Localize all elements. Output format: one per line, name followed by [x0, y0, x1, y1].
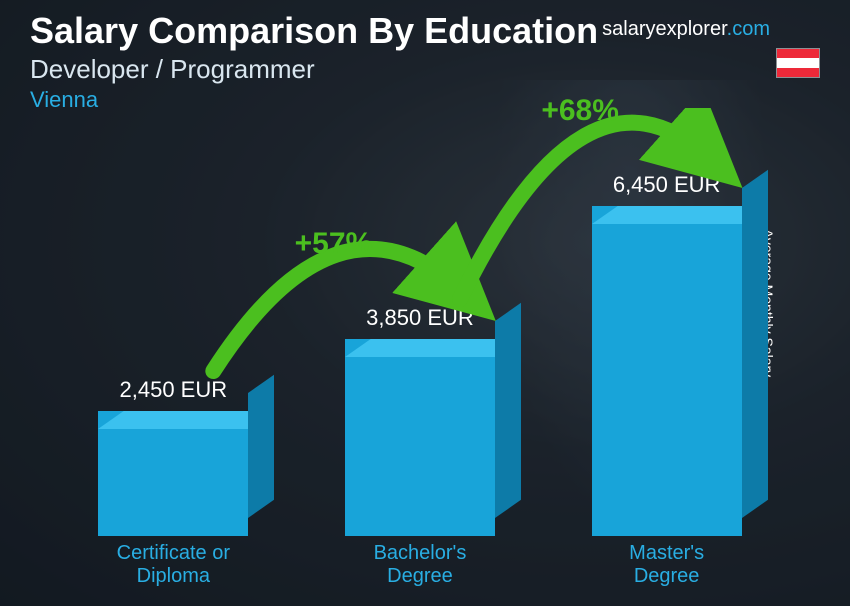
bar-front-face: [592, 206, 742, 536]
bar-3d: [345, 339, 495, 536]
bar-chart: 2,450 EUR 3,850 EUR 6,450 EUR Certificate …: [50, 108, 790, 588]
increase-pct-label: +57%: [295, 227, 373, 261]
bar-side-face: [248, 375, 274, 518]
flag-stripe-top: [777, 49, 819, 58]
flag-stripe-mid: [777, 58, 819, 67]
bar-column: 3,850 EUR: [297, 305, 543, 536]
bar-3d: [592, 206, 742, 536]
flag-stripe-bot: [777, 68, 819, 77]
bar-value-label: 6,450 EUR: [613, 172, 721, 198]
xaxis-label: Master'sDegree: [543, 542, 789, 588]
increase-pct-label: +68%: [541, 94, 619, 128]
bar-value-label: 3,850 EUR: [366, 305, 474, 331]
chart-subtitle: Developer / Programmer: [30, 54, 598, 85]
xaxis-labels: Certificate orDiplomaBachelor'sDegreeMas…: [50, 542, 790, 588]
brand-name: salaryexplorer: [602, 18, 727, 40]
brand-label: salaryexplorer.com: [602, 18, 770, 41]
flag-austria: [776, 48, 820, 78]
header-block: Salary Comparison By Education Developer…: [30, 10, 598, 113]
bar-value-label: 2,450 EUR: [120, 377, 228, 403]
bar-3d: [98, 411, 248, 536]
bar-front-face: [345, 339, 495, 536]
xaxis-label: Bachelor'sDegree: [297, 542, 543, 588]
chart-title: Salary Comparison By Education: [30, 10, 598, 52]
brand-suffix: .com: [727, 18, 770, 40]
xaxis-label: Certificate orDiploma: [50, 542, 296, 588]
bar-side-face: [495, 303, 521, 518]
content-layer: Salary Comparison By Education Developer…: [0, 0, 850, 606]
bar-side-face: [742, 170, 768, 518]
bar-top-face: [592, 206, 768, 224]
bar-column: 6,450 EUR: [543, 172, 789, 536]
bar-front-face: [98, 411, 248, 536]
bars-container: 2,450 EUR 3,850 EUR 6,450 EUR: [50, 156, 790, 536]
bar-column: 2,450 EUR: [50, 377, 296, 536]
